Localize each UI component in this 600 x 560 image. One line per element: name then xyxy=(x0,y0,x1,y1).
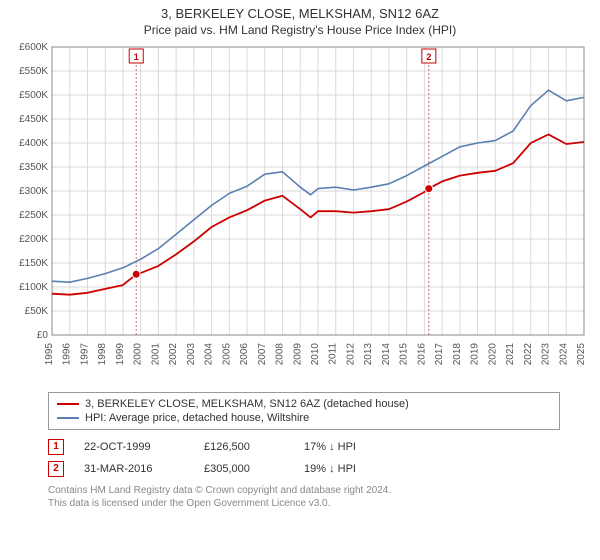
footnote: Contains HM Land Registry data © Crown c… xyxy=(48,484,560,510)
svg-text:£600K: £600K xyxy=(19,42,48,53)
svg-text:£250K: £250K xyxy=(19,210,48,221)
svg-text:1: 1 xyxy=(134,52,139,62)
sale-delta: 19% ↓ HPI xyxy=(304,463,394,475)
legend-item: HPI: Average price, detached house, Wilt… xyxy=(57,411,551,425)
svg-text:2011: 2011 xyxy=(328,343,339,365)
svg-text:£350K: £350K xyxy=(19,162,48,173)
legend-swatch xyxy=(57,417,79,419)
svg-text:£200K: £200K xyxy=(19,234,48,245)
svg-text:2025: 2025 xyxy=(576,343,587,366)
svg-text:2013: 2013 xyxy=(363,343,374,366)
svg-text:2000: 2000 xyxy=(133,343,144,366)
svg-text:2023: 2023 xyxy=(541,343,552,366)
legend-item: 3, BERKELEY CLOSE, MELKSHAM, SN12 6AZ (d… xyxy=(57,397,551,411)
svg-text:1995: 1995 xyxy=(44,343,55,366)
svg-text:2: 2 xyxy=(426,52,431,62)
svg-text:£150K: £150K xyxy=(19,258,48,269)
footnote-line: This data is licensed under the Open Gov… xyxy=(48,497,560,510)
legend-label: 3, BERKELEY CLOSE, MELKSHAM, SN12 6AZ (d… xyxy=(85,398,409,410)
sale-row: 1 22-OCT-1999 £126,500 17% ↓ HPI xyxy=(48,436,560,458)
svg-text:£0: £0 xyxy=(37,330,49,341)
svg-text:£400K: £400K xyxy=(19,138,48,149)
legend-swatch xyxy=(57,403,79,405)
sale-date: 31-MAR-2016 xyxy=(84,463,184,475)
page-title: 3, BERKELEY CLOSE, MELKSHAM, SN12 6AZ xyxy=(0,6,600,21)
svg-text:2004: 2004 xyxy=(204,343,215,366)
sale-rows: 1 22-OCT-1999 £126,500 17% ↓ HPI 2 31-MAR-201… xyxy=(48,436,560,480)
sale-row: 2 31-MAR-2016 £305,000 19% ↓ HPI xyxy=(48,458,560,480)
chart-area: £0 £50K £100K £150K £200K £250K £300K £350K £400… xyxy=(8,41,592,386)
svg-text:£450K: £450K xyxy=(19,114,48,125)
page-subtitle: Price paid vs. HM Land Registry's House … xyxy=(0,23,600,37)
svg-text:1997: 1997 xyxy=(79,343,90,366)
svg-text:2012: 2012 xyxy=(345,343,356,366)
svg-text:£500K: £500K xyxy=(19,90,48,101)
svg-text:2006: 2006 xyxy=(239,343,250,366)
sale-price: £126,500 xyxy=(204,441,284,453)
svg-text:2008: 2008 xyxy=(275,343,286,366)
svg-text:2003: 2003 xyxy=(186,343,197,366)
svg-text:2018: 2018 xyxy=(452,343,463,366)
svg-text:2009: 2009 xyxy=(292,343,303,366)
legend-label: HPI: Average price, detached house, Wilt… xyxy=(85,412,309,424)
sale-marker: 2 xyxy=(48,461,64,477)
sale-marker: 1 xyxy=(48,439,64,455)
svg-text:2017: 2017 xyxy=(434,343,445,366)
svg-text:2019: 2019 xyxy=(470,343,481,366)
svg-text:£300K: £300K xyxy=(19,186,48,197)
svg-text:2014: 2014 xyxy=(381,343,392,366)
legend: 3, BERKELEY CLOSE, MELKSHAM, SN12 6AZ (d… xyxy=(48,392,560,430)
sale-date: 22-OCT-1999 xyxy=(84,441,184,453)
svg-text:2002: 2002 xyxy=(168,343,179,366)
svg-text:2005: 2005 xyxy=(221,343,232,366)
svg-text:1998: 1998 xyxy=(97,343,108,366)
svg-text:1999: 1999 xyxy=(115,343,126,366)
line-chart: £0 £50K £100K £150K £200K £250K £300K £350K £400… xyxy=(8,41,592,381)
svg-text:2016: 2016 xyxy=(416,343,427,366)
svg-text:2021: 2021 xyxy=(505,343,516,366)
svg-text:£550K: £550K xyxy=(19,66,48,77)
svg-text:2024: 2024 xyxy=(558,343,569,366)
svg-text:2007: 2007 xyxy=(257,343,268,366)
svg-text:2015: 2015 xyxy=(399,343,410,366)
footnote-line: Contains HM Land Registry data © Crown c… xyxy=(48,484,560,497)
svg-text:2022: 2022 xyxy=(523,343,534,366)
svg-text:2001: 2001 xyxy=(150,343,161,366)
sale-price: £305,000 xyxy=(204,463,284,475)
sale-delta: 17% ↓ HPI xyxy=(304,441,394,453)
svg-text:£100K: £100K xyxy=(19,282,48,293)
svg-text:2020: 2020 xyxy=(487,343,498,366)
svg-text:2010: 2010 xyxy=(310,343,321,366)
svg-text:£50K: £50K xyxy=(25,306,49,317)
svg-text:1996: 1996 xyxy=(62,343,73,366)
